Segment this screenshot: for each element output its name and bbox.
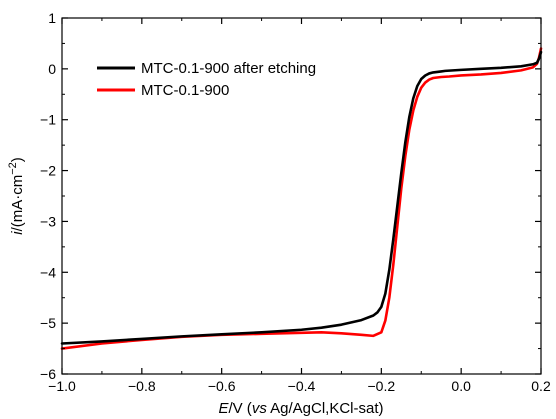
x-tick-label: −0.4: [288, 378, 316, 394]
x-tick-label: 0.0: [451, 378, 471, 394]
y-axis-title: i/(mA·cm−2): [7, 157, 26, 235]
legend: MTC-0.1-900 after etching MTC-0.1-900: [97, 60, 316, 99]
x-tick-label: −0.8: [128, 378, 156, 394]
y-tick-label: −4: [40, 264, 56, 280]
x-tick-label: −0.6: [208, 378, 236, 394]
y-tick-label: −3: [40, 213, 56, 229]
y-tick-label: −1: [40, 112, 56, 128]
x-tick-label: 0.2: [531, 378, 551, 394]
y-tick-label: −2: [40, 163, 56, 179]
series-layer: [60, 47, 543, 350]
x-axis-title: E/V (vs Ag/AgCl,KCl-sat): [218, 400, 383, 417]
x-tick-label: −1.0: [48, 378, 76, 394]
y-tick-label: 0: [48, 61, 56, 77]
legend-label-1: MTC-0.1-900 after etching: [141, 60, 316, 77]
x-tick-label: −0.2: [368, 378, 396, 394]
y-tick-label: −6: [40, 366, 56, 382]
ticks-layer: −1.0 −0.8 −0.6 −0.4 −0.2 0.0 0.2 −6 −5 −4 −3 −2 −1 0 1: [40, 10, 551, 394]
y-tick-label: −5: [40, 315, 56, 331]
series-line-1: [60, 50, 543, 345]
y-tick-label: 1: [48, 10, 56, 26]
series-line-2: [60, 47, 543, 350]
legend-label-2: MTC-0.1-900: [141, 82, 229, 99]
